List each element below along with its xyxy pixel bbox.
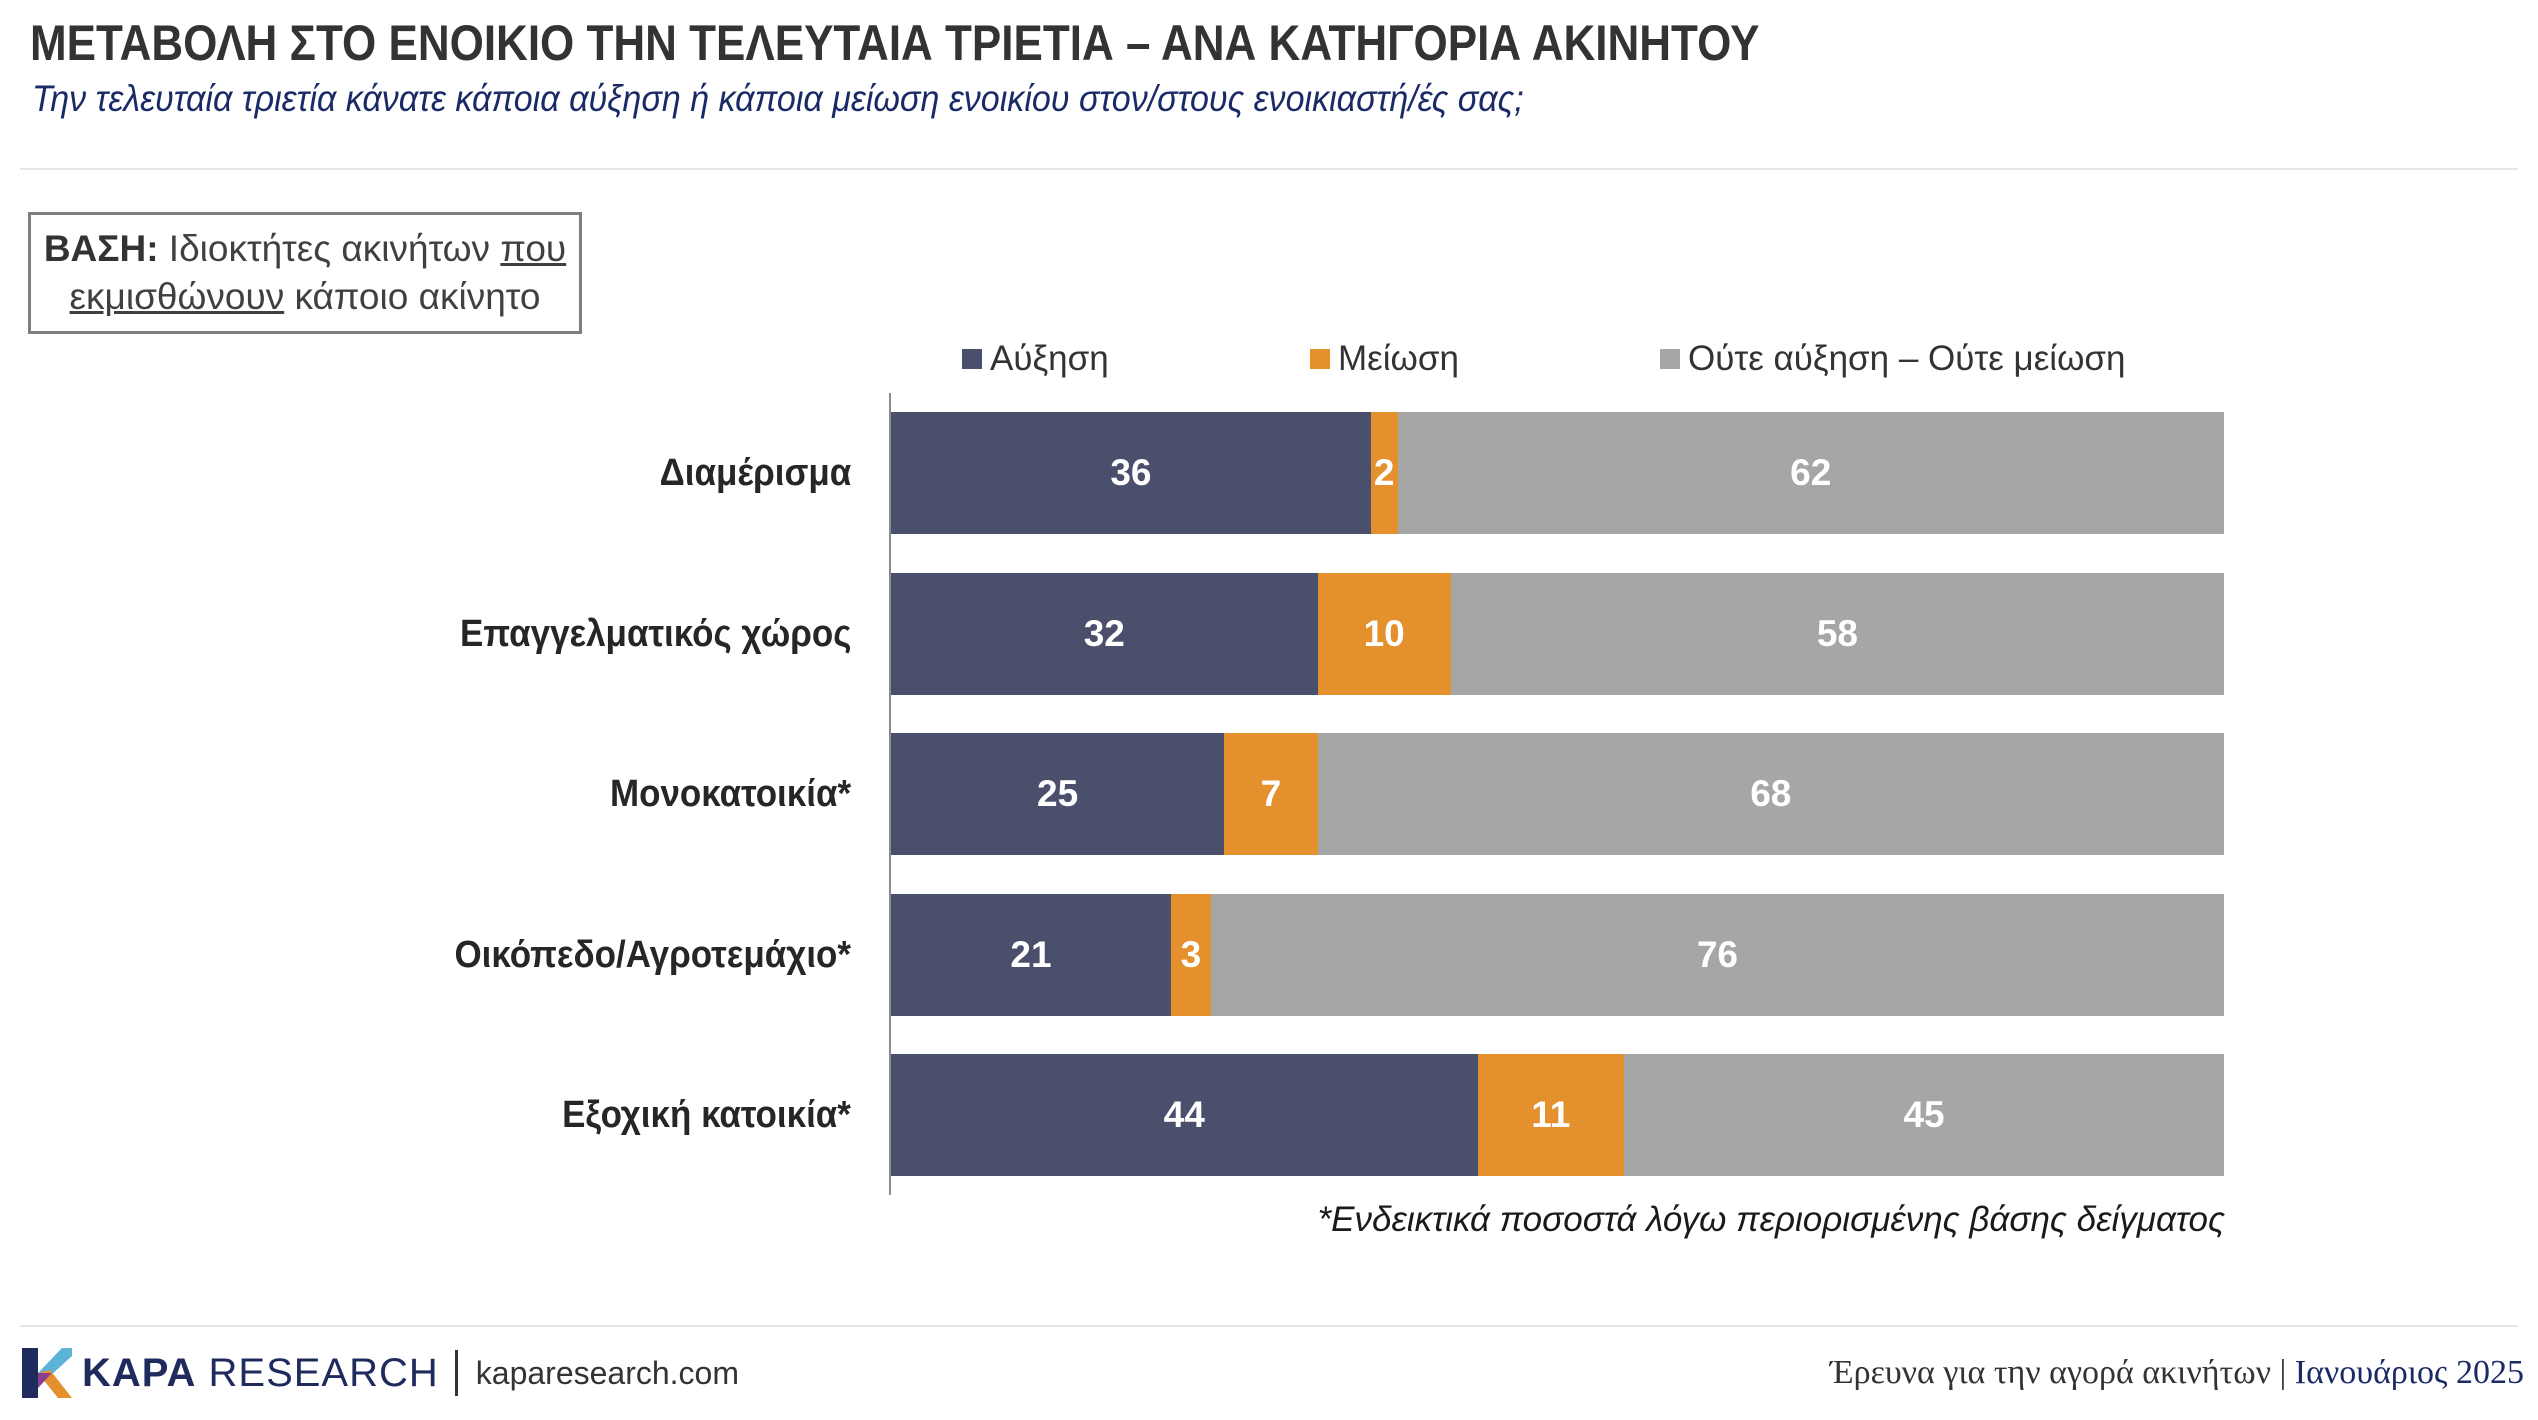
bar-value-label: 11 — [1531, 1094, 1571, 1135]
footer-divider — [20, 1325, 2518, 1327]
bar-segment: 76 — [1210, 893, 2224, 1016]
legend-label: Ούτε αύξηση – Ούτε μείωση — [1688, 339, 2126, 378]
legend-swatch — [1660, 349, 1680, 369]
bar-value-label: 32 — [1083, 612, 1125, 654]
bar-value-label: 76 — [1696, 933, 1739, 975]
legend-item: Ούτε αύξηση – Ούτε μείωση — [1660, 335, 2125, 383]
bar-value-label: 62 — [1790, 452, 1832, 493]
base-text-2: κάποιο ακίνητο — [294, 276, 541, 317]
bar-value-label: 45 — [1903, 1094, 1945, 1135]
base-underlined-2: εκμισθώνουν — [69, 276, 285, 317]
brand-name: KAPA RESEARCH — [82, 1351, 439, 1396]
category-label: Επαγγελματικός χώρος — [459, 612, 851, 655]
legend-label: Αύξηση — [990, 339, 1109, 378]
bar-value-label: 7 — [1260, 773, 1282, 814]
category-label: Διαμέρισμα — [659, 452, 851, 494]
base-text-1: Ιδιοκτήτες ακινήτων — [168, 228, 491, 269]
brand-bold: KAPA — [82, 1350, 197, 1395]
bar-segment: 44 — [891, 1054, 1478, 1176]
page-title: ΜΕΤΑΒΟΛΗ ΣΤΟ ΕΝΟΙΚΙΟ ΤΗΝ ΤΕΛΕΥΤΑΙΑ ΤΡΙΕΤ… — [30, 15, 1760, 71]
header-divider — [20, 168, 2518, 170]
footer-date: Ιανουάριος 2025 — [2294, 1354, 2524, 1391]
footer-url: kaparesearch.com — [475, 1354, 739, 1391]
bar-value-label: 2 — [1373, 452, 1395, 493]
legend-item: Αύξηση — [962, 335, 1109, 383]
logo-separator — [454, 1350, 458, 1396]
bar-segment: 11 — [1477, 1054, 1625, 1176]
chart-axis-line — [889, 393, 891, 1195]
bar-value-label: 36 — [1110, 452, 1152, 493]
category-label: Οικόπεδο/Αγροτεμάχιο* — [454, 933, 851, 976]
bar-segment: 32 — [891, 572, 1318, 695]
brand-rest: RESEARCH — [208, 1350, 439, 1395]
footer-survey: Έρευνα για την αγορά ακινήτων — [1830, 1354, 2271, 1391]
bar-value-label: 10 — [1363, 612, 1405, 654]
footer-separator: | — [2279, 1354, 2287, 1391]
bar-value-label: 21 — [1010, 933, 1052, 975]
base-label: ΒΑΣΗ: — [43, 228, 159, 269]
legend-swatch — [962, 349, 982, 369]
bar-segment: 58 — [1450, 572, 2224, 695]
bar-segment: 45 — [1624, 1054, 2224, 1176]
bar-segment: 10 — [1317, 572, 1451, 695]
bar-value-label: 3 — [1180, 933, 1202, 975]
bar-segment: 25 — [891, 733, 1225, 855]
bar-segment: 21 — [891, 893, 1171, 1016]
bar-segment: 3 — [1170, 893, 1211, 1016]
chart-note: *Ενδεικτικά ποσοστά λόγω περιορισμένης β… — [1317, 1200, 2225, 1239]
footer-logo: KAPA RESEARCH kaparesearch.com — [22, 1345, 739, 1401]
footer-survey-info: Έρευνα για την αγορά ακινήτων | Ιανουάρι… — [1830, 1354, 2524, 1392]
bar-value-label: 58 — [1816, 612, 1858, 654]
category-label: Μονοκατοικία* — [609, 773, 851, 815]
base-underlined-1: που — [500, 228, 567, 269]
kapa-logo-icon — [22, 1348, 72, 1398]
legend-item: Μείωση — [1310, 335, 1459, 383]
category-label: Εξοχική κατοικία* — [562, 1094, 851, 1136]
bar-segment: 62 — [1397, 412, 2224, 534]
legend-swatch — [1310, 349, 1330, 369]
bar-value-label: 25 — [1037, 773, 1079, 814]
bar-value-label: 44 — [1163, 1094, 1205, 1135]
bar-segment: 2 — [1370, 412, 1398, 534]
legend-label: Μείωση — [1338, 339, 1459, 378]
page-subtitle: Την τελευταία τριετία κάνατε κάποια αύξη… — [32, 78, 1524, 119]
bar-segment: 68 — [1317, 733, 2224, 855]
base-box: ΒΑΣΗ: Ιδιοκτήτες ακινήτων που εκμισθώνου… — [28, 212, 582, 334]
bar-value-label: 68 — [1750, 773, 1792, 814]
bar-segment: 7 — [1224, 733, 1318, 855]
bar-segment: 36 — [891, 412, 1371, 534]
